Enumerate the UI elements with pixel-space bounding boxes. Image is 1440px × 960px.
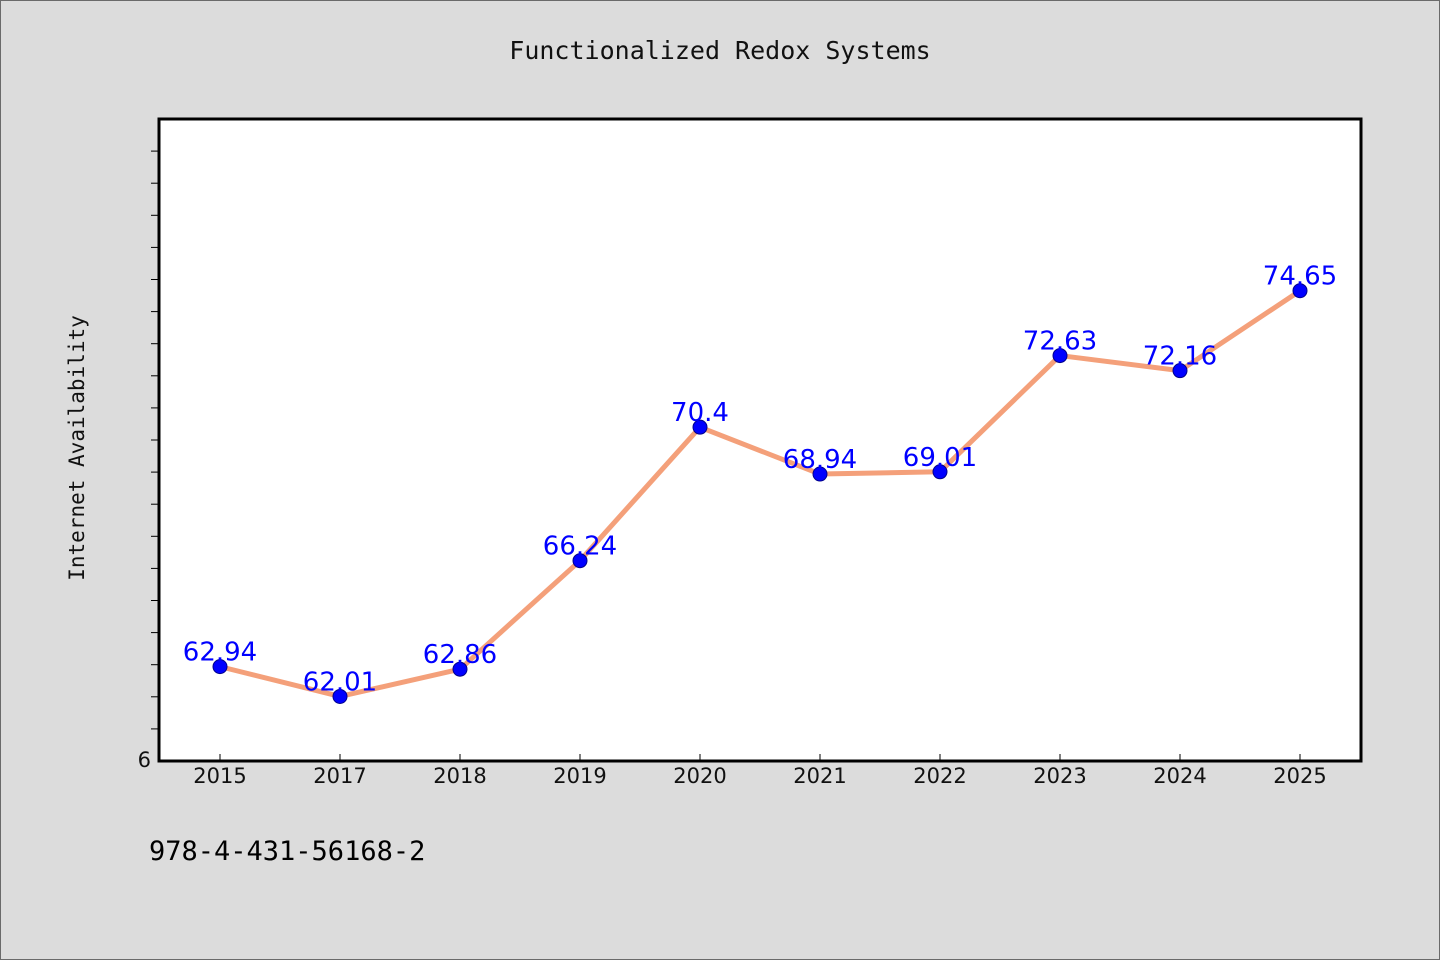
data-point-2023 (1052, 348, 1068, 364)
data-point-2021 (812, 466, 828, 482)
data-label-2018: 62.86 (423, 640, 497, 670)
data-point-markers (212, 283, 1308, 704)
x-tick-label-2022: 2022 (913, 764, 966, 788)
x-axis-ticks: 2015 2017 2018 2019 2020 2021 2022 2023 2024 2025 (193, 754, 1327, 788)
plot-area (157, 117, 1363, 763)
data-label-2025: 74.65 (1263, 262, 1337, 292)
caption-text: 978-4-431-56168-2 (149, 836, 426, 867)
data-label-2015: 62.94 (183, 638, 257, 668)
data-point-2022 (932, 464, 948, 480)
series-line-group (217, 288, 1303, 699)
chart-title: Functionalized Redox Systems (509, 36, 931, 65)
data-point-2025 (1292, 283, 1308, 299)
data-point-2017 (332, 688, 348, 704)
series-line (217, 288, 1303, 699)
x-tick-label-2025: 2025 (1273, 764, 1326, 788)
x-tick-label-2017: 2017 (313, 764, 366, 788)
data-label-2023: 72.63 (1023, 327, 1097, 357)
x-tick-label-2024: 2024 (1153, 764, 1206, 788)
data-point-2015 (212, 659, 228, 675)
data-label-2017: 62.01 (303, 667, 377, 697)
x-tick-label-2019: 2019 (553, 764, 606, 788)
x-tick-label-2015: 2015 (193, 764, 246, 788)
x-tick-label-2018: 2018 (433, 764, 486, 788)
data-point-2020 (692, 419, 708, 435)
data-label-2021: 68.94 (783, 445, 857, 475)
data-point-2019 (572, 553, 588, 569)
y-tick-label: 6 (138, 748, 151, 772)
data-point-2024 (1172, 363, 1188, 379)
data-point-2018 (452, 661, 468, 677)
data-label-2024: 72.16 (1143, 342, 1217, 372)
x-tick-label-2023: 2023 (1033, 764, 1086, 788)
data-label-group: 62.94 62.01 62.86 66.24 70.4 68.94 69.01 72.63 7… (183, 262, 1337, 698)
data-label-2020: 70.4 (671, 398, 729, 428)
y-axis-ticks: 6 (138, 150, 159, 772)
x-tick-label-2021: 2021 (793, 764, 846, 788)
x-tick-label-2020: 2020 (673, 764, 726, 788)
data-label-2019: 66.24 (543, 532, 617, 562)
data-label-2022: 69.01 (903, 443, 977, 473)
